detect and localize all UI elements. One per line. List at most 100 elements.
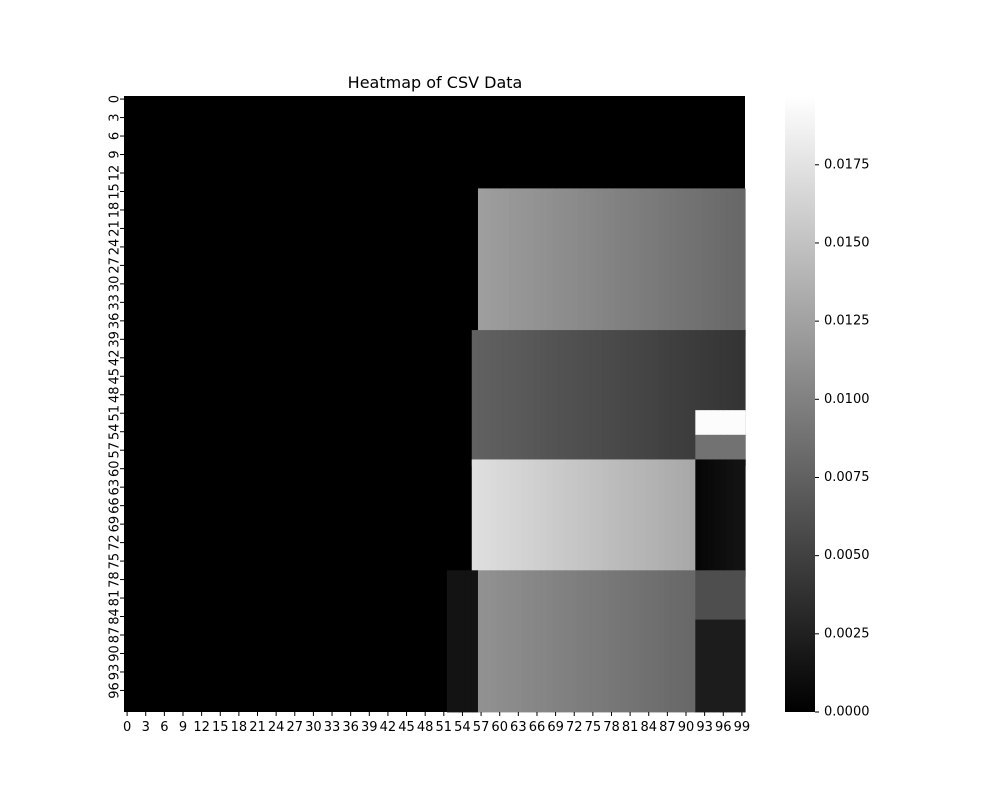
heatmap-cell [732, 434, 740, 466]
heatmap-cell [732, 188, 740, 337]
heatmap-cell [490, 459, 498, 577]
heatmap-cell [527, 188, 535, 337]
heatmap-cell [564, 188, 572, 337]
x-tick-label: 75 [585, 720, 602, 735]
x-tick-label: 33 [324, 720, 341, 735]
x-tick-label: 9 [179, 720, 187, 735]
heatmap-cell [695, 410, 703, 436]
heatmap-cell [732, 330, 740, 466]
heatmap-cell [738, 434, 746, 466]
heatmap-cell [707, 570, 715, 620]
heatmap-cell [707, 619, 715, 713]
x-tick-label: 27 [287, 720, 304, 735]
heatmap-cell [713, 570, 721, 620]
heatmap-cell [540, 330, 547, 466]
y-tick-label: 12 [108, 165, 123, 182]
heatmap-cell [595, 570, 603, 713]
y-tick-label: 84 [108, 608, 123, 625]
heatmap-cell [639, 570, 647, 713]
x-tick-label: 87 [659, 720, 676, 735]
heatmap-cell [720, 330, 727, 466]
heatmap-cell [552, 459, 560, 577]
y-tick-label: 33 [108, 294, 123, 311]
heatmap-cell [732, 459, 740, 577]
heatmap-cell [720, 570, 727, 620]
y-axis-ticks: 0369121518212427303336394245485154576063… [108, 95, 124, 699]
heatmap-cell [664, 459, 672, 577]
heatmap-cell [738, 330, 746, 466]
heatmap-cell [701, 330, 709, 466]
heatmap-cell [484, 330, 491, 466]
colorbar-tick-label: 0.0175 [824, 157, 870, 172]
colorbar-tick-label: 0.0000 [824, 705, 870, 720]
heatmap-cell [720, 459, 727, 577]
chart-title: Heatmap of CSV Data [348, 73, 523, 92]
heatmap-cell [689, 459, 696, 577]
y-tick-label: 6 [108, 132, 123, 140]
heatmap-cell [471, 459, 479, 577]
heatmap-cell [465, 570, 473, 713]
x-tick-label: 42 [380, 720, 397, 735]
heatmap-cell [707, 434, 715, 466]
heatmap-cell [664, 330, 672, 466]
colorbar-tick-label: 0.0100 [824, 392, 870, 407]
heatmap-cell [558, 188, 566, 337]
y-tick-label: 39 [108, 331, 123, 348]
heatmap-cell [651, 570, 659, 713]
heatmap-cell [726, 459, 734, 577]
heatmap-cell [471, 330, 479, 466]
heatmap-cell [533, 188, 541, 337]
heatmap-cell [614, 459, 622, 577]
heatmap-cell [726, 619, 734, 713]
heatmap-cell [695, 330, 703, 466]
heatmap-cell [571, 188, 578, 337]
heatmap-cell [738, 619, 746, 713]
colorbar-ticks: 0.0000 0.0025 0.0050 0.0075 0.0100 0.0125 0.01… [815, 157, 870, 720]
y-tick-label: 0 [108, 95, 123, 103]
heatmap-cell [614, 570, 622, 713]
heatmap-cell [658, 459, 665, 577]
y-tick-label: 27 [108, 257, 123, 274]
heatmap-cell [633, 188, 641, 337]
heatmap-cell [713, 410, 721, 436]
heatmap-cell [546, 330, 554, 466]
y-tick-label: 9 [108, 150, 123, 158]
heatmap-cell [540, 188, 547, 337]
x-tick-label: 21 [249, 720, 266, 735]
heatmap-cell [620, 570, 628, 713]
heatmap-cell [552, 570, 560, 713]
heatmap-cell [509, 188, 516, 337]
heatmap-cell [589, 330, 597, 466]
heatmap-cell [670, 188, 678, 337]
y-tick-label: 75 [108, 553, 123, 570]
heatmap-cell [676, 330, 684, 466]
heatmap-cell [670, 459, 678, 577]
y-tick-label: 63 [108, 479, 123, 496]
heatmap-cell [726, 410, 734, 436]
heatmap-cell [713, 188, 721, 337]
heatmap-cell [707, 188, 715, 337]
x-tick-label: 3 [142, 720, 150, 735]
colorbar-tick-label: 0.0050 [824, 548, 870, 563]
heatmap-cell [720, 188, 727, 337]
y-tick-label: 78 [108, 571, 123, 588]
y-tick-label: 45 [108, 368, 123, 385]
heatmap-cell [533, 330, 541, 466]
x-tick-label: 18 [231, 720, 248, 735]
y-tick-label: 18 [108, 202, 123, 219]
heatmap-cell [583, 330, 591, 466]
heatmap-cell [614, 188, 622, 337]
y-tick-label: 51 [108, 405, 123, 422]
heatmap-cell [502, 570, 510, 713]
heatmap-cell [633, 570, 641, 713]
colorbar [785, 96, 815, 712]
x-axis-ticks: 0 3 6 9 12 15 18 21 24 27 30 33 36 39 42 45 48 51 54 57 60 63… [123, 712, 750, 735]
heatmap-cell [533, 459, 541, 577]
colorbar-tick-label: 0.0025 [824, 626, 870, 641]
heatmap-cell [459, 570, 467, 713]
heatmap-cell [453, 570, 460, 713]
heatmap-cell [577, 330, 585, 466]
x-tick-label: 24 [268, 720, 285, 735]
heatmap-cell [577, 188, 585, 337]
heatmap-cell [527, 330, 535, 466]
